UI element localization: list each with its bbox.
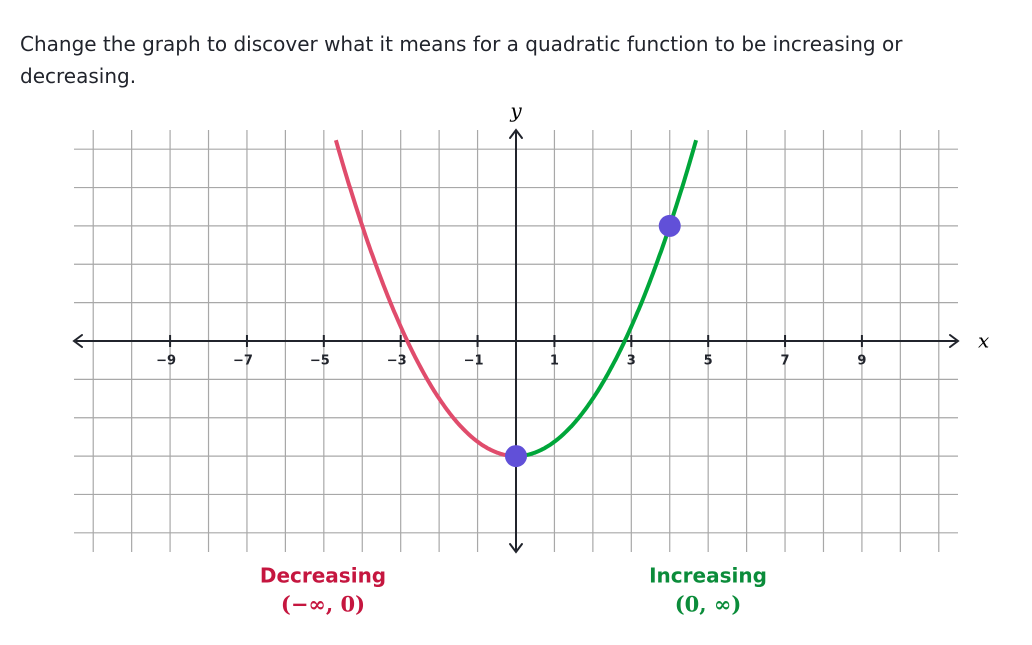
increasing-label: Increasing xyxy=(649,564,767,588)
y-axis-label: y xyxy=(509,99,522,123)
control-point[interactable] xyxy=(505,445,527,468)
axis-arrow xyxy=(72,334,83,348)
x-tick-label: 3 xyxy=(627,354,636,369)
decreasing-label: Decreasing xyxy=(260,564,386,588)
axis-arrow xyxy=(509,128,523,139)
x-tick-label: 9 xyxy=(857,354,866,369)
increasing-curve xyxy=(516,139,699,459)
x-axis-label: x xyxy=(978,329,989,353)
x-tick-label: −1 xyxy=(464,354,484,369)
control-point[interactable] xyxy=(658,214,681,237)
x-tick-label: −7 xyxy=(233,354,253,369)
axis-arrow xyxy=(509,543,523,554)
x-tick-label: 7 xyxy=(781,354,790,369)
prompt: Change the graph to discover what it mea… xyxy=(20,32,903,88)
decreasing-curve xyxy=(333,139,516,459)
x-tick-label: −3 xyxy=(387,354,407,369)
x-tick-label: 5 xyxy=(704,354,713,369)
x-tick-label: −9 xyxy=(156,354,176,369)
x-tick-label: 1 xyxy=(550,354,559,369)
x-tick-label: −5 xyxy=(310,354,330,369)
axis-arrow xyxy=(949,334,960,348)
increasing-interval: (0, ∞) xyxy=(675,592,742,617)
decreasing-interval: (−∞, 0) xyxy=(281,592,365,617)
